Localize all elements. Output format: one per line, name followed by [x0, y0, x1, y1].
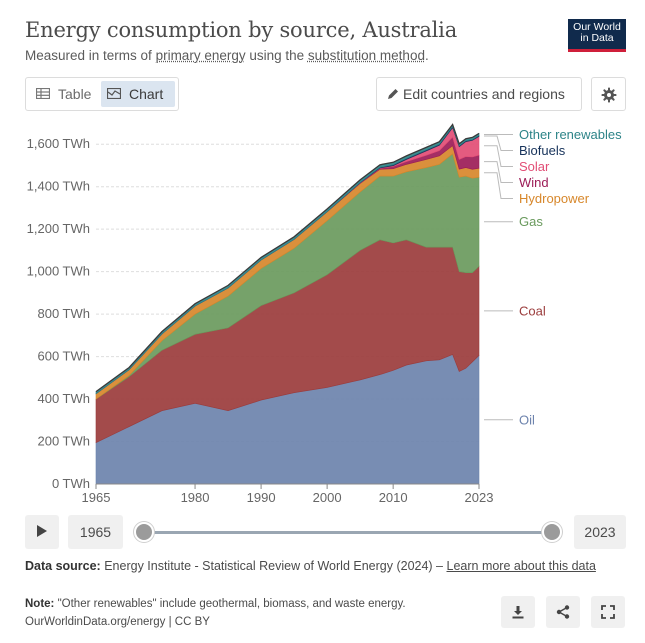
share-icon: [556, 605, 570, 619]
data-source-text: Energy Institute - Statistical Review of…: [100, 559, 447, 573]
subtitle-text: Measured in terms of: [25, 48, 156, 63]
fullscreen-icon: [601, 605, 615, 619]
logo-line-1: Our World: [573, 21, 621, 33]
y-tick-label: 1,000 TWh: [27, 264, 90, 279]
logo-line-2: in Data: [580, 32, 614, 44]
pencil-icon: [388, 89, 398, 99]
label-connector: [484, 161, 513, 183]
x-tick-label: 2000: [313, 490, 342, 505]
x-tick-label: 2010: [379, 490, 408, 505]
y-tick-label: 600 TWh: [37, 349, 90, 364]
y-tick-label: 1,200 TWh: [27, 221, 90, 236]
chart-title: Energy consumption by source, Australia: [25, 18, 458, 42]
gear-icon: [601, 87, 617, 103]
credit-line: OurWorldinData.org/energy | CC BY: [25, 616, 210, 628]
substitution-method-link[interactable]: substitution method: [307, 48, 425, 63]
settings-button[interactable]: [591, 77, 626, 111]
tab-chart-label: Chart: [129, 86, 164, 102]
series-label-solar[interactable]: Solar: [519, 159, 550, 174]
series-label-hydropower[interactable]: Hydropower: [519, 191, 590, 206]
tab-table-label: Table: [58, 86, 92, 102]
series-label-biofuels[interactable]: Biofuels: [519, 143, 566, 158]
table-icon: [36, 88, 50, 99]
data-source: Data source: Energy Institute - Statisti…: [25, 559, 610, 574]
series-label-wind[interactable]: Wind: [519, 175, 549, 190]
tab-chart[interactable]: Chart: [101, 81, 175, 107]
y-tick-label: 800 TWh: [37, 306, 90, 321]
subtitle-text-mid: using the: [245, 48, 308, 63]
owid-logo[interactable]: Our World in Data: [568, 19, 626, 52]
line-chart-icon: [107, 88, 121, 99]
x-tick-label: 2023: [465, 490, 494, 505]
download-button[interactable]: [501, 596, 535, 628]
chart-axes: 0 TWh 200 TWh 400 TWh 600 TWh 800 TWh 1,000 T…: [27, 136, 494, 505]
download-icon: [512, 606, 524, 619]
data-source-label: Data source:: [25, 559, 101, 573]
share-button[interactable]: [546, 596, 580, 628]
y-tick-label: 200 TWh: [37, 434, 90, 449]
play-button[interactable]: [25, 515, 59, 549]
series-label-gas[interactable]: Gas: [519, 214, 543, 229]
x-tick-label: 1965: [82, 490, 111, 505]
edit-countries-button[interactable]: Edit countries and regions: [376, 77, 582, 111]
timeline-end-year[interactable]: 2023: [574, 515, 626, 549]
timeline-start-handle[interactable]: [134, 522, 154, 542]
x-tick-label: 1980: [181, 490, 210, 505]
stacked-area-chart: Other renewablesBiofuelsSolarWindHydropo…: [27, 123, 622, 505]
primary-energy-link[interactable]: primary energy: [155, 48, 246, 63]
label-connector: [484, 172, 513, 199]
timeline-end-handle[interactable]: [542, 522, 562, 542]
subtitle-text-end: .: [424, 48, 429, 63]
series-label-coal[interactable]: Coal: [519, 303, 546, 318]
chart-areas: [95, 123, 480, 485]
chart-subtitle: Measured in terms of primary energy usin…: [25, 48, 429, 63]
note-text: "Other renewables" include geothermal, b…: [54, 598, 406, 610]
label-connector: [484, 135, 513, 151]
play-icon: [37, 525, 47, 537]
series-label-oil[interactable]: Oil: [519, 412, 535, 427]
timeline-start-year[interactable]: 1965: [68, 515, 123, 549]
y-tick-label: 400 TWh: [37, 391, 90, 406]
fullscreen-button[interactable]: [591, 596, 625, 628]
learn-more-link[interactable]: Learn more about this data: [446, 559, 596, 573]
y-tick-label: 1,400 TWh: [27, 179, 90, 194]
note-label: Note:: [25, 598, 55, 610]
y-tick-label: 1,600 TWh: [27, 136, 90, 151]
total-outline: [95, 123, 480, 393]
series-label-other_renewables[interactable]: Other renewables: [519, 127, 622, 142]
x-tick-label: 1990: [247, 490, 276, 505]
tab-table[interactable]: Table: [30, 81, 98, 107]
chart-note: Note: "Other renewables" include geother…: [25, 598, 406, 610]
y-tick-label: 0 TWh: [52, 476, 90, 491]
timeline-slider-track[interactable]: [144, 531, 552, 534]
chart-series-labels: Other renewablesBiofuelsSolarWindHydropo…: [484, 127, 622, 427]
label-connector: [484, 145, 513, 167]
view-tabs: Table Chart: [25, 77, 179, 111]
edit-countries-label: Edit countries and regions: [403, 86, 565, 102]
